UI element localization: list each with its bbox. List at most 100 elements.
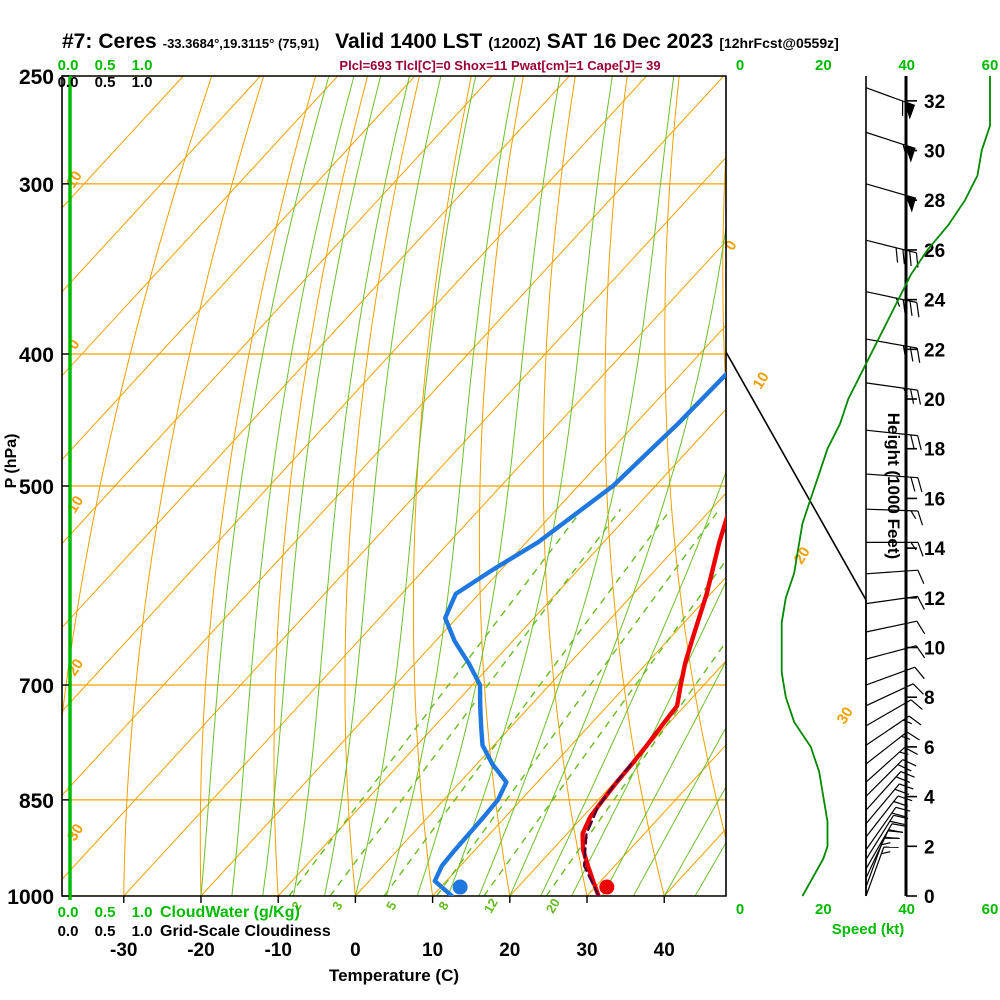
wind-barb (865, 508, 924, 526)
wind-barb (865, 473, 923, 493)
header: #7: Ceres -33.3684°,19.3115° (75,91) Valid … (62, 30, 839, 73)
cloudwater-tick-bottom: 0.0 (58, 904, 79, 921)
temperature-axis-label: Temperature (C) (329, 966, 459, 985)
pressure-tick-label: 700 (19, 675, 54, 698)
dry-adiabat-label: 0 (65, 337, 84, 353)
dry-adiabat-label: 0 (722, 238, 741, 254)
temperature-tick-label: 0 (350, 940, 361, 961)
wind-barb (865, 429, 922, 451)
pressure-tick-label: 250 (19, 66, 54, 89)
cloudwater-tick-top: 1.0 (132, 57, 153, 74)
height-tick-label: 14 (924, 539, 946, 560)
wind-barb (865, 382, 922, 405)
height-tick-label: 8 (924, 688, 935, 709)
sounding-stats: Plcl=693 Tlcl[C]=0 Shox=11 Pwat[cm]=1 Ca… (339, 58, 660, 73)
wind-barb (865, 291, 920, 318)
height-tick-label: 20 (924, 390, 945, 411)
height-tick-label: 32 (924, 92, 945, 113)
speed-tick-bottom: 0 (736, 901, 744, 918)
wind-barb (865, 569, 925, 585)
wind-barb (865, 183, 917, 213)
cloudwater-tick-top: 0.5 (95, 57, 116, 74)
pressure-axis: 250 300 400 500 700 850 1000 P (hPa) (3, 66, 69, 909)
temperature-axis: -30 -20 -10 0 10 20 30 40 Temperature (C) (110, 896, 675, 985)
cloudiness-axis-label: Grid-Scale Cloudiness (160, 923, 331, 940)
wind-barb-column (865, 76, 926, 897)
wind-barb (865, 806, 911, 851)
wind-barb (865, 759, 917, 797)
speed-tick-top: 20 (815, 57, 832, 74)
wind-barb (865, 620, 926, 635)
pressure-tick-label: 850 (19, 790, 54, 813)
speed-tick-bottom: 60 (982, 901, 999, 918)
valid-time: Valid 1400 LST (335, 30, 482, 53)
trace-temperature (580, 76, 726, 896)
height-tick-label: 2 (924, 837, 935, 858)
dry-adiabat-label: 10 (63, 168, 86, 191)
wind-barb (865, 823, 907, 870)
forecast-tag: [12hrFcst@0559z] (719, 35, 838, 51)
temperature-tick-label: -10 (264, 940, 291, 961)
cloudwater-tick-bottom: 1.0 (132, 904, 153, 921)
dry-adiabat-label: -20 (61, 656, 87, 683)
cloudiness-tick-bottom: 1.0 (132, 923, 153, 940)
mixing-ratio-labels: 2 3 5 8 12 20 (288, 896, 563, 916)
dry-adiabat-labels-left: 10 0 -10 -20 -30 (61, 168, 87, 848)
marker-surface-dewpoint (452, 879, 468, 895)
mixing-ratio-label: 12 (481, 896, 501, 916)
height-tick-label: 12 (924, 589, 945, 610)
cloudiness-tick-top: 1.0 (132, 74, 153, 91)
wind-barb (865, 771, 915, 811)
temperature-tick-label: 20 (499, 940, 520, 961)
speed-tick-bottom: 20 (815, 901, 832, 918)
station-name: Ceres (98, 30, 156, 53)
dry-adiabat-label: 30 (834, 704, 857, 727)
wind-barb (865, 731, 920, 765)
height-tick-label: 28 (924, 191, 945, 212)
trace-dewpoint (432, 76, 726, 896)
wind-barb (865, 746, 919, 783)
dry-adiabat-label: 10 (750, 369, 773, 392)
height-tick-label: 22 (924, 340, 945, 361)
height-tick-label: 18 (924, 440, 945, 461)
wind-barb (865, 338, 921, 363)
marker-surface-temperature (599, 879, 615, 895)
pressure-axis-label: P (hPa) (3, 434, 20, 489)
wind-barb (865, 131, 916, 163)
pressure-tick-label: 500 (19, 476, 54, 499)
height-tick-label: 6 (924, 738, 935, 759)
trace-parcel (582, 762, 633, 896)
temperature-tick-label: 10 (422, 940, 443, 961)
cloudiness-tick-top: 0.0 (58, 74, 79, 91)
temperature-tick-label: 30 (576, 940, 597, 961)
height-tick-label: 24 (924, 291, 946, 312)
station-id: #7: (62, 30, 92, 53)
cloud-scales-top: 0.00.0 0.50.5 1.01.0 (58, 57, 153, 91)
pressure-tick-label: 1000 (7, 886, 54, 909)
speed-tick-top: 60 (982, 57, 999, 74)
cloudiness-tick-bottom: 0.5 (95, 923, 116, 940)
mixing-ratio-label: 20 (543, 896, 563, 916)
station-coords: -33.3684°,19.3115° (75,91) (163, 36, 319, 51)
height-tick-label: 16 (924, 489, 945, 510)
mixing-ratio-label: 8 (435, 899, 452, 913)
pressure-tick-label: 400 (19, 344, 54, 367)
wind-barb (865, 699, 923, 727)
mixing-ratio-label: 3 (329, 899, 346, 913)
valid-time-z: (1200Z) (488, 35, 541, 52)
cloudiness-tick-bottom: 0.0 (58, 923, 79, 940)
height-tick-label: 10 (924, 639, 945, 660)
wind-barb (865, 87, 916, 120)
cloudwater-tick-bottom: 0.5 (95, 904, 116, 921)
cloudwater-tick-top: 0.0 (58, 57, 79, 74)
height-tick-label: 0 (924, 887, 935, 908)
pressure-tick-label: 300 (19, 174, 54, 197)
height-tick-label: 4 (924, 788, 935, 809)
valid-date: SAT 16 Dec 2023 (547, 30, 714, 53)
cloudiness-tick-top: 0.5 (95, 74, 116, 91)
speed-axis-label: Speed (kt) (832, 921, 905, 938)
height-tick-label: 26 (924, 241, 945, 262)
dry-adiabat-labels-right: 0 10 20 30 (722, 238, 857, 728)
